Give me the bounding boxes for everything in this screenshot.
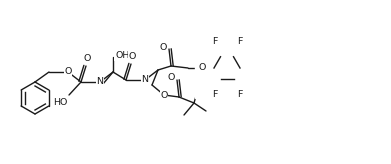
Text: F: F <box>237 37 242 46</box>
Text: F: F <box>212 37 217 46</box>
Text: HO: HO <box>53 98 67 107</box>
Text: O: O <box>83 54 91 63</box>
Text: N: N <box>142 75 149 84</box>
Text: O: O <box>160 42 167 51</box>
Text: O: O <box>128 52 136 61</box>
Text: OH: OH <box>115 51 129 61</box>
Text: F: F <box>237 90 242 99</box>
Text: N: N <box>97 78 104 86</box>
Text: O: O <box>160 91 168 100</box>
Text: O: O <box>198 63 206 72</box>
Bar <box>195 39 259 98</box>
Text: F: F <box>212 90 217 99</box>
Text: O: O <box>168 73 175 82</box>
Text: O: O <box>64 68 72 76</box>
Text: O: O <box>198 63 206 72</box>
